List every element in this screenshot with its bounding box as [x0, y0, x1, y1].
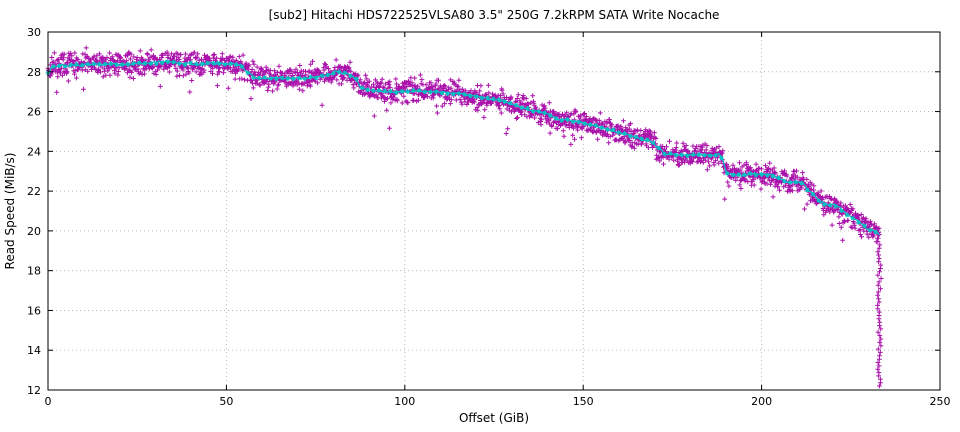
average-line — [47, 60, 880, 236]
x-tick-label: 50 — [219, 395, 233, 408]
y-tick-label: 18 — [27, 265, 41, 278]
y-axis-label: Read Speed (MiB/s) — [3, 153, 17, 270]
y-tick-label: 16 — [27, 304, 41, 317]
average-markers — [45, 59, 879, 235]
x-tick-label: 200 — [751, 395, 772, 408]
x-axis-label: Offset (GiB) — [459, 411, 529, 425]
y-tick-label: 24 — [27, 145, 41, 158]
y-tick-label: 22 — [27, 185, 41, 198]
y-tick-label: 20 — [27, 225, 41, 238]
plot-data — [45, 45, 884, 389]
y-tick-label: 14 — [27, 344, 41, 357]
x-tick-label: 0 — [45, 395, 52, 408]
y-tick-label: 28 — [27, 66, 41, 79]
axis-ticks — [47, 31, 941, 391]
plot-frame — [47, 31, 941, 391]
y-tick-label: 30 — [27, 26, 41, 39]
tick-labels: 0 50 100 150 200 250 12 14 16 18 20 22 24 26 28 30 — [27, 26, 951, 408]
y-tick-label: 12 — [27, 384, 41, 397]
y-tick-label: 26 — [27, 106, 41, 119]
x-tick-label: 250 — [930, 395, 951, 408]
x-tick-label: 150 — [573, 395, 594, 408]
chart-title: [sub2] Hitachi HDS722525VLSA80 3.5" 250G… — [269, 8, 720, 22]
grid-lines — [47, 31, 941, 391]
x-tick-label: 100 — [394, 395, 415, 408]
scatter-series — [45, 45, 884, 389]
